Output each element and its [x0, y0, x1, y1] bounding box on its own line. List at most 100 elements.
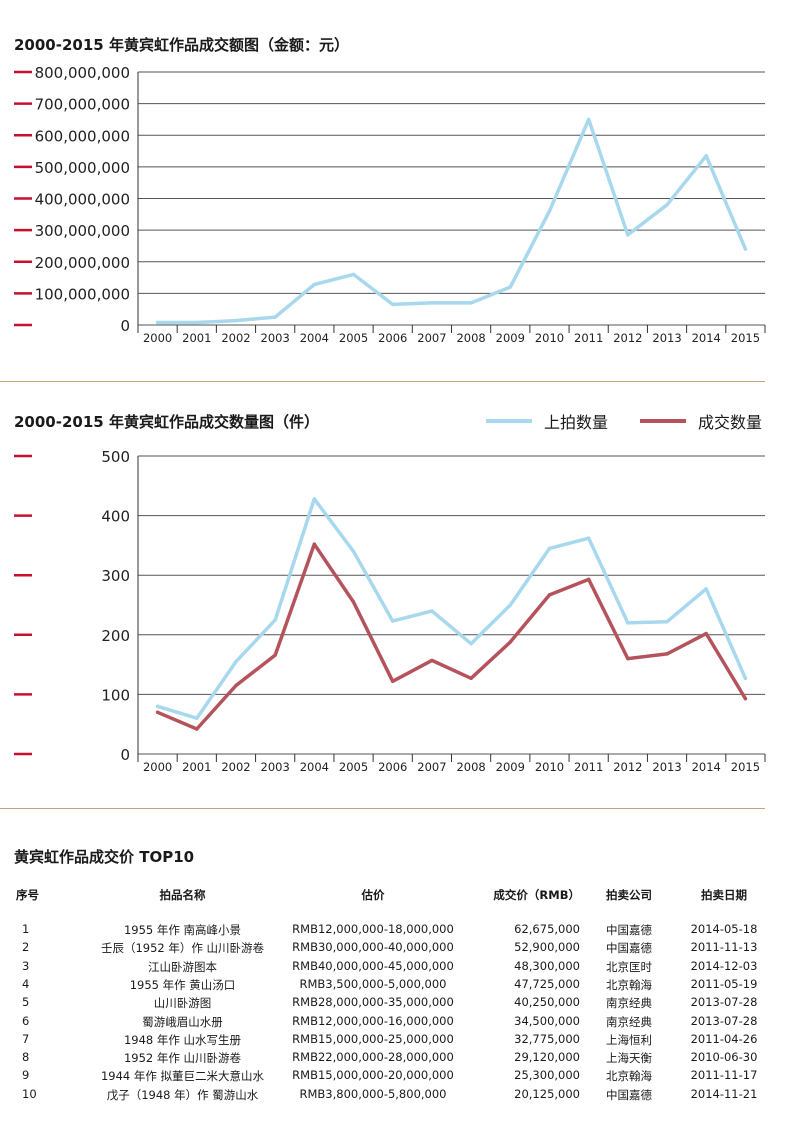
x-tick-label: 2013	[652, 331, 681, 345]
y-tick-label: 200	[101, 627, 130, 645]
x-tick-label: 2007	[417, 760, 446, 774]
table-cell: 南京经典	[606, 996, 652, 1011]
data-point	[469, 301, 473, 305]
table-cell: 9	[22, 1068, 30, 1083]
table-cell: 34,500,000	[514, 1013, 580, 1028]
table-cell: 6	[22, 1013, 30, 1028]
table-cell: 中国嘉德	[606, 923, 652, 937]
section-divider	[0, 381, 765, 382]
x-tick-label: 2014	[692, 331, 721, 345]
table-cell: RMB12,000,000-18,000,000	[292, 922, 454, 936]
table-cell: RMB15,000,000-20,000,000	[292, 1068, 454, 1083]
table-row: 5 山川卧游图 RMB28,000,000-35,000,000 40,250,000…	[0, 995, 800, 1013]
table-cell: 戊子（1948 年）作 蜀游山水	[106, 1087, 259, 1102]
table-cell: 25,300,000	[514, 1068, 580, 1083]
x-tick-label: 2005	[339, 331, 368, 345]
x-tick-label: 2003	[261, 331, 290, 345]
legend-swatch-sold	[640, 419, 686, 423]
data-point	[547, 546, 552, 551]
x-tick-label: 2000	[143, 760, 172, 774]
data-point	[195, 320, 199, 325]
x-tick-label: 2010	[535, 760, 564, 774]
x-tick-label: 2001	[182, 760, 211, 774]
data-point	[586, 117, 591, 122]
data-point	[312, 542, 317, 546]
table-cell: 32,775,000	[514, 1031, 580, 1046]
legend-label-listed: 上拍数量	[544, 413, 609, 432]
table-cell: RMB22,000,000-28,000,000	[292, 1050, 454, 1065]
data-point	[704, 631, 708, 636]
chart2-plot: 0 100 200 300 400 500 2000 2001 2002 2003 2004 2005…	[14, 448, 766, 774]
data-point	[508, 285, 512, 289]
table-cell: 1955 年作 南高峰小景	[123, 923, 242, 937]
data-point	[155, 704, 160, 709]
x-tick-label: 2011	[574, 760, 603, 774]
x-tick-label: 2007	[417, 331, 446, 345]
table-cell: 2011-11-17	[690, 1068, 758, 1083]
y-tick-label: 100	[101, 686, 130, 704]
table-cell: 2014-05-18	[690, 922, 758, 936]
table-cell: 3	[22, 958, 30, 973]
x-tick-label: 2004	[300, 331, 329, 345]
series-line-0	[155, 117, 748, 325]
table-cell: 1944 年作 拟董巨二米大意山水	[100, 1069, 265, 1084]
table-cell: 2010-06-30	[690, 1050, 758, 1065]
table-cell: 上海恒利	[606, 1032, 652, 1047]
table-cell: 上海天衡	[606, 1051, 652, 1066]
data-point	[391, 679, 395, 683]
chart2-title: 2000-2015 年黄宾虹作品成交数量图（件）	[14, 413, 319, 431]
table-cell: 2011-05-19	[690, 976, 758, 991]
x-tick-label: 2006	[378, 331, 407, 345]
table-cell: 2013-07-28	[690, 995, 758, 1010]
table-cell: 1955 年作 黄山汤口	[129, 977, 236, 992]
table-cell: 蜀游峨眉山水册	[142, 1014, 223, 1029]
column-header: 成交价（RMB）	[493, 888, 580, 902]
data-point	[273, 618, 277, 622]
table-row: 8 1952 年作 山川卧游卷 RMB22,000,000-28,000,000 29…	[0, 1050, 800, 1068]
table-row: 6 蜀游峨眉山水册 RMB12,000,000-16,000,000 34,500,0…	[0, 1014, 800, 1032]
data-point	[547, 593, 552, 597]
data-point	[430, 609, 434, 613]
x-tick-label: 2015	[731, 331, 760, 345]
table-cell: RMB40,000,000-45,000,000	[292, 958, 454, 973]
y-tick-label: 0	[120, 746, 130, 764]
table-row: 10 戊子（1948 年）作 蜀游山水 RMB3,800,000-5,800,000…	[0, 1087, 800, 1105]
table-cell: 2	[22, 940, 30, 955]
table-cell: 2014-11-21	[690, 1086, 758, 1101]
table-cell: 北京翰海	[606, 1069, 652, 1084]
table-cell: RMB15,000,000-25,000,000	[292, 1031, 454, 1046]
legend-item-listed: 上拍数量	[486, 409, 608, 433]
legend-swatch-listed	[486, 419, 532, 423]
data-point	[234, 683, 238, 688]
table-cell: RMB3,500,000-5,000,000	[299, 976, 447, 991]
x-tick-label: 2009	[496, 331, 525, 345]
legend-label-sold: 成交数量	[698, 413, 763, 432]
y-tick-label: 400,000,000	[35, 191, 130, 209]
table-cell: RMB3,800,000-5,800,000	[299, 1086, 447, 1101]
data-point	[430, 301, 434, 305]
x-tick-label: 2002	[221, 760, 250, 774]
table-row: 3 江山卧游图本 RMB40,000,000-45,000,000 48,300,00…	[0, 959, 800, 977]
data-point	[547, 209, 552, 213]
data-point	[312, 497, 317, 501]
data-point	[155, 710, 160, 714]
data-point	[626, 621, 630, 625]
data-point	[234, 318, 238, 323]
table-cell: 山川卧游图	[153, 996, 212, 1011]
data-point	[234, 659, 238, 664]
column-header: 拍品名称	[159, 888, 206, 902]
table-cell: RMB12,000,000-16,000,000	[292, 1013, 454, 1028]
x-tick-label: 2008	[456, 331, 485, 345]
x-tick-label: 2008	[456, 760, 485, 774]
data-point	[273, 315, 277, 319]
data-point	[391, 619, 395, 623]
x-tick-label: 2004	[300, 760, 329, 774]
x-tick-label: 2005	[339, 760, 368, 774]
x-tick-label: 2009	[496, 760, 525, 774]
data-point	[273, 653, 277, 657]
table-cell: 南京经典	[606, 1014, 652, 1029]
data-point	[743, 247, 748, 251]
column-header: 序号	[16, 888, 39, 902]
table-cell: 2011-04-26	[690, 1031, 758, 1046]
y-tick-label: 500,000,000	[35, 159, 130, 177]
